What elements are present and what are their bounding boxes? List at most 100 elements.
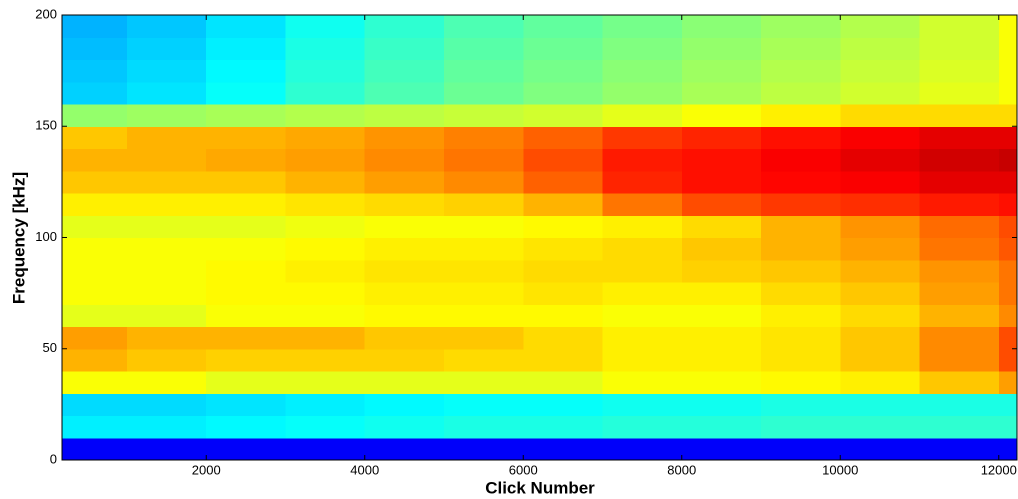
heatmap-cell [681, 393, 762, 417]
heatmap-cell [523, 304, 604, 328]
heatmap-cell [761, 215, 841, 239]
heatmap-cell [761, 170, 841, 194]
heatmap-cell [919, 237, 1000, 261]
heatmap-cell [681, 282, 762, 305]
heatmap-cell [444, 170, 524, 194]
heatmap-cell [681, 326, 762, 350]
heatmap-cell [761, 193, 841, 216]
heatmap-cell [126, 126, 207, 150]
heatmap-cell [761, 348, 841, 372]
heatmap-cell [285, 415, 366, 439]
heatmap-cell [285, 37, 366, 61]
heatmap-cell [998, 81, 1018, 105]
heatmap-cell [285, 170, 366, 194]
heatmap-cell [602, 170, 683, 194]
heatmap-cell [998, 393, 1018, 417]
heatmap-cell [681, 81, 762, 105]
heatmap-cell [62, 348, 128, 372]
heatmap-cell [364, 282, 445, 305]
heatmap-cell [206, 104, 287, 127]
heatmap-cell [444, 348, 524, 372]
heatmap-cell [602, 437, 683, 461]
heatmap-cell [681, 415, 762, 439]
heatmap-cell [919, 170, 1000, 194]
heatmap-cell [206, 215, 287, 239]
heatmap-cell [919, 193, 1000, 216]
x-tick-label: 12000 [981, 462, 1017, 477]
heatmap-cell [206, 437, 287, 461]
y-tick-label: 200 [35, 6, 57, 21]
heatmap-cell [681, 237, 762, 261]
heatmap-cell [444, 126, 524, 150]
heatmap-cell [998, 348, 1018, 372]
heatmap-cell [206, 148, 287, 172]
heatmap-cell [998, 415, 1018, 439]
heatmap-cell [444, 59, 524, 83]
heatmap-cell [602, 259, 683, 283]
heatmap-cell [919, 282, 1000, 305]
heatmap-cell [285, 393, 366, 417]
heatmap-cell [602, 215, 683, 239]
heatmap-cell [602, 415, 683, 439]
heatmap-cell [919, 148, 1000, 172]
heatmap-cell [681, 15, 762, 38]
heatmap-cell [681, 37, 762, 61]
heatmap-cell [523, 215, 604, 239]
heatmap-cell [206, 37, 287, 61]
heatmap-cell [998, 282, 1018, 305]
heatmap-cell [285, 59, 366, 83]
heatmap-cell [206, 126, 287, 150]
heatmap-cell [444, 326, 524, 350]
heatmap-cell [285, 215, 366, 239]
heatmap-cell [126, 37, 207, 61]
heatmap-cell [681, 59, 762, 83]
heatmap-cell [62, 215, 128, 239]
heatmap-cell [62, 415, 128, 439]
heatmap-cell [602, 37, 683, 61]
heatmap-cell [602, 15, 683, 38]
heatmap-cell [444, 415, 524, 439]
heatmap-cell [126, 148, 207, 172]
heatmap-cell [444, 259, 524, 283]
heatmap-cell [126, 59, 207, 83]
heatmap-cell [126, 193, 207, 216]
heatmap-cell [840, 437, 921, 461]
heatmap-cell [62, 237, 128, 261]
heatmap-cell [602, 282, 683, 305]
heatmap-cell [126, 326, 207, 350]
heatmap-cell [761, 59, 841, 83]
heatmap-cell [285, 193, 366, 216]
heatmap-cell [444, 37, 524, 61]
heatmap-cell [681, 148, 762, 172]
heatmap-cell [364, 415, 445, 439]
heatmap-cell [840, 326, 921, 350]
heatmap-cell [523, 326, 604, 350]
heatmap-cell [602, 104, 683, 127]
heatmap-cell [364, 126, 445, 150]
heatmap-cell [840, 81, 921, 105]
heatmap-cell [364, 15, 445, 38]
heatmap-cell [919, 59, 1000, 83]
heatmap-cell [919, 215, 1000, 239]
heatmap-cell [998, 59, 1018, 83]
heatmap-cell [761, 126, 841, 150]
heatmap-cell [206, 15, 287, 38]
heatmap-cell [840, 348, 921, 372]
heatmap-cell [602, 237, 683, 261]
heatmap-cell [126, 437, 207, 461]
heatmap-cell [364, 193, 445, 216]
heatmap-cell [126, 348, 207, 372]
heatmap-cell [998, 193, 1018, 216]
heatmap-cell [761, 282, 841, 305]
heatmap-cell [523, 193, 604, 216]
heatmap-cell [602, 193, 683, 216]
heatmap-cell [206, 371, 287, 394]
heatmap-cell [444, 437, 524, 461]
heatmap-cell [126, 170, 207, 194]
heatmap-cell [285, 259, 366, 283]
heatmap-cell [364, 170, 445, 194]
heatmap-cell [998, 237, 1018, 261]
y-tick-label: 50 [43, 340, 57, 355]
heatmap-cell [364, 393, 445, 417]
heatmap-cell [62, 193, 128, 216]
